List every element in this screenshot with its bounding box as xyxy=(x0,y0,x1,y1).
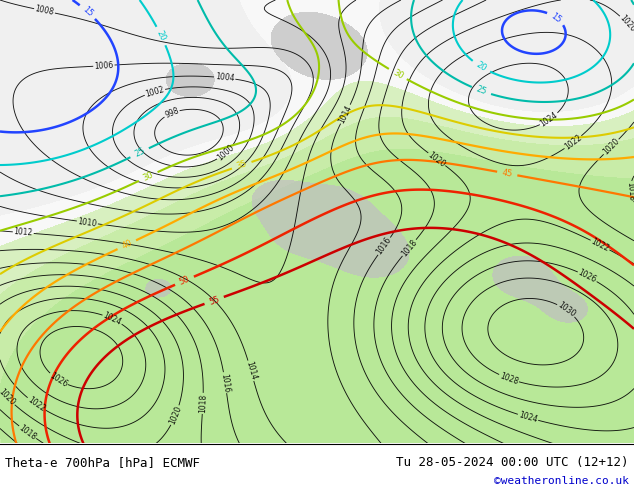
Text: 1014: 1014 xyxy=(337,103,354,125)
Text: 15: 15 xyxy=(81,5,94,19)
Text: 40: 40 xyxy=(120,239,134,251)
Text: 1020: 1020 xyxy=(601,137,621,157)
Text: 1022: 1022 xyxy=(563,133,583,152)
Text: 1010: 1010 xyxy=(77,217,98,228)
Text: 1016: 1016 xyxy=(219,372,231,393)
Text: 30: 30 xyxy=(141,170,155,183)
Text: 1030: 1030 xyxy=(556,301,577,319)
Text: 1024: 1024 xyxy=(101,311,123,327)
Text: 1004: 1004 xyxy=(215,73,235,83)
Text: 1000: 1000 xyxy=(216,143,236,163)
Text: 1028: 1028 xyxy=(498,371,519,386)
Text: 1018: 1018 xyxy=(17,423,38,441)
Text: 1020: 1020 xyxy=(618,14,634,34)
Text: 998: 998 xyxy=(164,106,180,120)
Text: 1026: 1026 xyxy=(48,371,69,389)
Text: 30: 30 xyxy=(391,68,404,81)
Text: 35: 35 xyxy=(235,159,248,171)
Text: 1002: 1002 xyxy=(145,85,165,99)
Text: 50: 50 xyxy=(178,274,191,287)
Text: 25: 25 xyxy=(133,147,146,159)
Text: 1022: 1022 xyxy=(25,395,46,413)
Text: 20: 20 xyxy=(474,60,488,74)
Text: 1020: 1020 xyxy=(427,150,447,169)
Text: 1024: 1024 xyxy=(517,411,538,424)
Text: ©weatheronline.co.uk: ©weatheronline.co.uk xyxy=(494,476,629,486)
Text: 1026: 1026 xyxy=(577,268,598,285)
Text: 1020: 1020 xyxy=(167,405,183,426)
Text: 1006: 1006 xyxy=(94,61,114,71)
Text: 1018: 1018 xyxy=(625,181,634,201)
Text: 1014: 1014 xyxy=(244,360,258,381)
Text: 1008: 1008 xyxy=(34,4,55,17)
Text: 1016: 1016 xyxy=(375,236,394,257)
Text: Theta-e 700hPa [hPa] ECMWF: Theta-e 700hPa [hPa] ECMWF xyxy=(5,457,200,469)
Text: 1012: 1012 xyxy=(13,227,33,238)
Text: 45: 45 xyxy=(501,168,513,179)
Text: Tu 28-05-2024 00:00 UTC (12+12): Tu 28-05-2024 00:00 UTC (12+12) xyxy=(396,457,629,469)
Text: 25: 25 xyxy=(475,85,488,97)
Text: 1024: 1024 xyxy=(539,110,560,129)
Text: 20: 20 xyxy=(155,29,167,43)
Text: 1018: 1018 xyxy=(399,238,419,258)
Text: 1020: 1020 xyxy=(0,388,17,408)
Text: 55: 55 xyxy=(208,294,221,306)
Text: 1018: 1018 xyxy=(198,393,208,413)
Text: 15: 15 xyxy=(549,11,563,24)
Text: 1022: 1022 xyxy=(590,237,611,253)
